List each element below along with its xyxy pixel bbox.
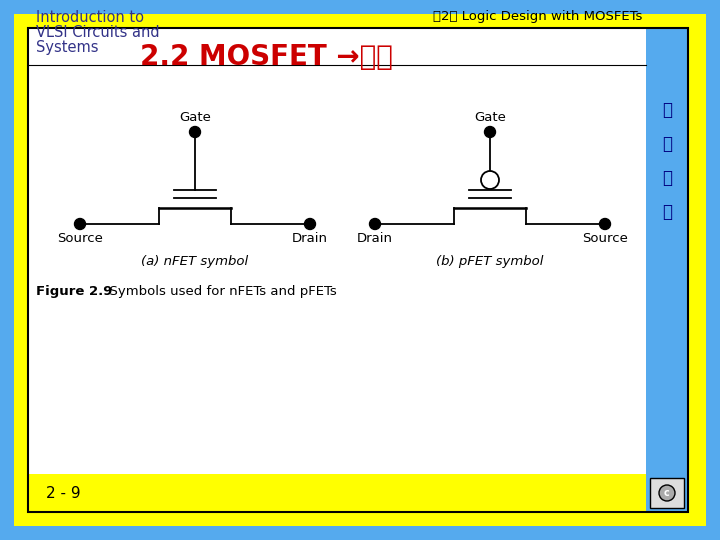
Text: Drain: Drain — [357, 232, 393, 245]
Bar — [28, 28, 688, 512]
Text: Introduction to: Introduction to — [36, 10, 144, 25]
Text: 2 - 9: 2 - 9 — [46, 487, 81, 502]
Text: 國: 國 — [662, 169, 672, 187]
Text: Figure 2.9: Figure 2.9 — [36, 285, 112, 298]
Circle shape — [659, 485, 675, 501]
Circle shape — [481, 171, 499, 189]
Circle shape — [600, 219, 611, 230]
Text: 電: 電 — [662, 203, 672, 221]
Text: 機: 機 — [662, 135, 672, 153]
Text: Gate: Gate — [474, 111, 506, 124]
Text: 第2章 Logic Design with MOSFETs: 第2章 Logic Design with MOSFETs — [433, 10, 642, 23]
Text: Systems: Systems — [36, 40, 99, 55]
Circle shape — [485, 126, 495, 138]
Circle shape — [305, 219, 315, 230]
Bar — [646, 28, 688, 512]
Text: Source: Source — [57, 232, 103, 245]
Text: Source: Source — [582, 232, 628, 245]
Circle shape — [189, 126, 200, 138]
Bar — [650, 478, 684, 508]
Text: (a) nFET symbol: (a) nFET symbol — [141, 255, 248, 268]
Text: Gate: Gate — [179, 111, 211, 124]
Circle shape — [369, 219, 380, 230]
Bar — [28, 28, 688, 512]
Circle shape — [74, 219, 86, 230]
Text: 2.2 MOSFET →開關: 2.2 MOSFET →開關 — [140, 43, 393, 71]
Text: VLSI Circuits and: VLSI Circuits and — [36, 25, 160, 40]
Text: Symbols used for nFETs and pFETs: Symbols used for nFETs and pFETs — [101, 285, 337, 298]
Text: 市: 市 — [662, 101, 672, 119]
Text: c: c — [664, 488, 670, 498]
Text: Drain: Drain — [292, 232, 328, 245]
Bar — [28, 474, 646, 512]
Text: (b) pFET symbol: (b) pFET symbol — [436, 255, 544, 268]
